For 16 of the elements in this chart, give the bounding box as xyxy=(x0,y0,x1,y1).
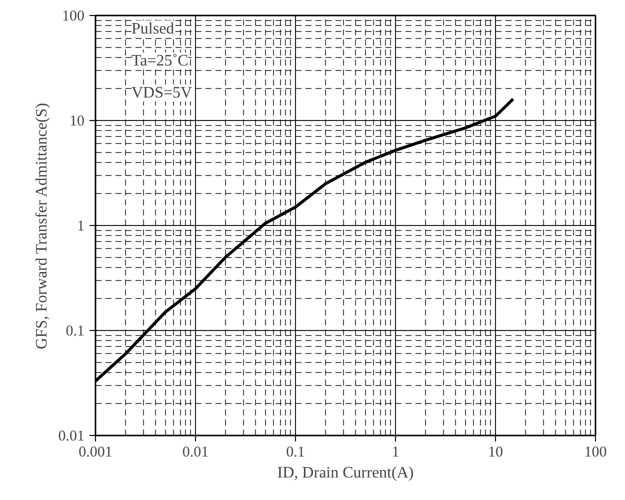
y-axis-title: GFS, Forward Transfer Admittance(S) xyxy=(33,102,50,350)
annotation: Pulsed xyxy=(132,20,174,38)
annotation: VDS=5V xyxy=(132,84,193,102)
x-tick-label: 1 xyxy=(392,444,400,460)
y-tick-label: 10 xyxy=(70,114,84,130)
x-tick-label: 0.001 xyxy=(78,444,112,460)
y-tick-label: 100 xyxy=(62,8,84,24)
x-tick-label: 10 xyxy=(488,444,503,460)
y-tick-label: 1 xyxy=(77,218,84,234)
x-tick-label: 0.01 xyxy=(182,444,209,460)
annotation: Ta=25˚C xyxy=(132,52,188,70)
x-axis-title: ID, Drain Current(A) xyxy=(277,464,414,482)
x-tick-label: 0.1 xyxy=(286,444,305,460)
y-tick-label: 0.1 xyxy=(66,324,84,340)
y-tick-label: 0.01 xyxy=(58,428,84,444)
x-tick-label: 100 xyxy=(584,444,607,460)
